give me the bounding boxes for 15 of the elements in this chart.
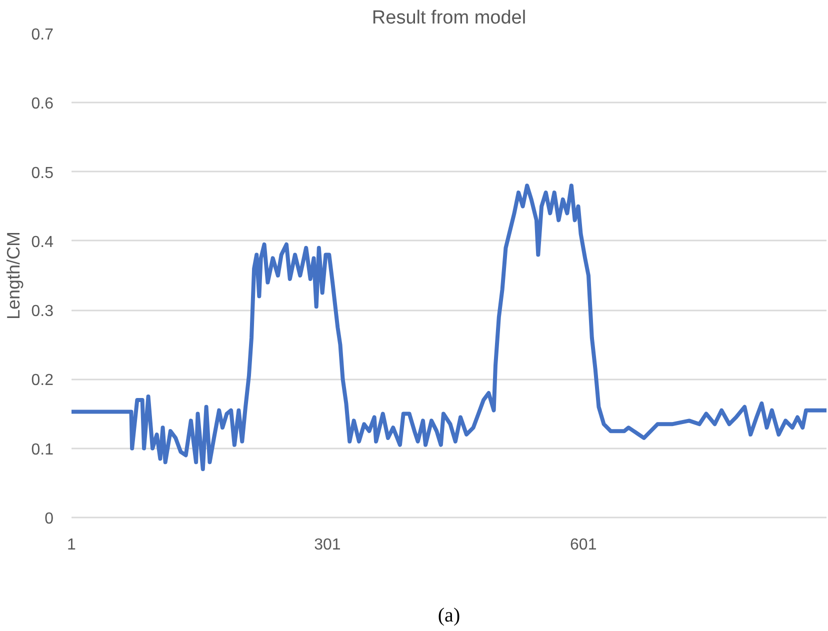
y-tick-label: 0.4 bbox=[31, 234, 54, 251]
y-tick-label: 0 bbox=[44, 510, 54, 528]
y-tick-label: 0.2 bbox=[31, 372, 54, 390]
y-tick-label: 0.7 bbox=[31, 26, 54, 44]
x-tick-label: 301 bbox=[314, 536, 341, 554]
x-tick-label: 1 bbox=[67, 536, 76, 554]
y-axis-title: Length/CM bbox=[3, 231, 24, 320]
x-tick-label: 601 bbox=[570, 536, 597, 554]
y-tick-label: 0.1 bbox=[31, 441, 54, 458]
line-series bbox=[72, 184, 826, 472]
chart-title: Result from model bbox=[372, 8, 526, 28]
y-tick-label: 0.3 bbox=[31, 303, 54, 320]
y-tick-label: 0.5 bbox=[31, 164, 54, 182]
text: (a) bbox=[438, 604, 460, 626]
y-tick-label: 0.6 bbox=[31, 96, 54, 113]
